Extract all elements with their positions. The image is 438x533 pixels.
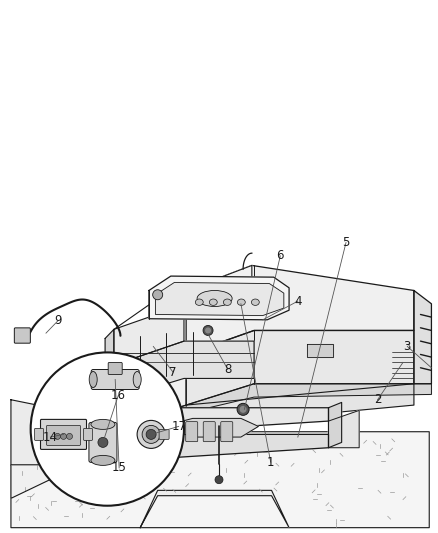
Circle shape	[60, 433, 67, 439]
FancyBboxPatch shape	[40, 419, 87, 449]
Polygon shape	[74, 421, 85, 464]
Circle shape	[137, 421, 165, 448]
Ellipse shape	[237, 299, 245, 305]
Ellipse shape	[89, 372, 97, 387]
FancyBboxPatch shape	[14, 328, 30, 343]
Ellipse shape	[91, 419, 115, 430]
Text: 8: 8	[224, 363, 231, 376]
Polygon shape	[35, 389, 85, 442]
Polygon shape	[48, 418, 59, 473]
Ellipse shape	[91, 455, 115, 465]
Text: 9: 9	[54, 314, 62, 327]
Circle shape	[153, 290, 162, 300]
Polygon shape	[162, 418, 258, 437]
Polygon shape	[11, 432, 429, 528]
FancyBboxPatch shape	[168, 422, 180, 442]
Text: 17: 17	[171, 420, 186, 433]
Circle shape	[54, 433, 60, 439]
Text: 14: 14	[43, 431, 58, 443]
Text: 1: 1	[267, 456, 275, 469]
Circle shape	[31, 352, 184, 506]
Text: 7: 7	[169, 366, 177, 378]
FancyBboxPatch shape	[35, 429, 43, 440]
FancyBboxPatch shape	[84, 429, 92, 440]
Ellipse shape	[251, 299, 259, 305]
Polygon shape	[186, 265, 414, 354]
Polygon shape	[114, 305, 184, 365]
Polygon shape	[328, 410, 359, 448]
Circle shape	[142, 425, 160, 443]
Text: 3: 3	[404, 340, 411, 353]
Polygon shape	[105, 329, 114, 408]
Circle shape	[146, 430, 156, 439]
Circle shape	[237, 403, 249, 415]
Circle shape	[215, 475, 223, 484]
Text: 4: 4	[294, 295, 302, 308]
Polygon shape	[186, 265, 252, 317]
Polygon shape	[85, 434, 328, 461]
Circle shape	[203, 326, 213, 335]
Polygon shape	[414, 290, 431, 384]
FancyBboxPatch shape	[46, 425, 81, 446]
Polygon shape	[307, 344, 333, 357]
FancyBboxPatch shape	[89, 422, 117, 463]
Polygon shape	[11, 400, 42, 465]
FancyBboxPatch shape	[159, 430, 169, 439]
Circle shape	[67, 433, 73, 439]
Ellipse shape	[209, 299, 217, 305]
FancyBboxPatch shape	[186, 422, 198, 442]
Polygon shape	[186, 330, 414, 405]
Polygon shape	[155, 282, 284, 316]
Polygon shape	[328, 402, 342, 448]
Polygon shape	[149, 276, 289, 320]
FancyBboxPatch shape	[221, 422, 233, 442]
Circle shape	[240, 406, 247, 413]
Polygon shape	[59, 410, 85, 442]
FancyBboxPatch shape	[108, 362, 122, 375]
Polygon shape	[11, 432, 81, 498]
FancyBboxPatch shape	[91, 369, 139, 390]
Text: 2: 2	[374, 393, 381, 406]
Polygon shape	[59, 434, 85, 466]
Text: 5: 5	[343, 236, 350, 249]
Circle shape	[98, 438, 108, 447]
Ellipse shape	[195, 299, 203, 305]
Ellipse shape	[223, 299, 231, 305]
Polygon shape	[186, 384, 431, 413]
Polygon shape	[85, 408, 328, 434]
Circle shape	[205, 327, 211, 334]
Polygon shape	[131, 384, 414, 443]
Polygon shape	[114, 341, 254, 400]
Ellipse shape	[133, 372, 141, 387]
FancyBboxPatch shape	[203, 422, 215, 442]
Polygon shape	[131, 354, 186, 423]
Ellipse shape	[197, 290, 232, 306]
Text: 6: 6	[276, 249, 284, 262]
Polygon shape	[120, 373, 131, 450]
Polygon shape	[140, 490, 289, 528]
Text: 15: 15	[112, 462, 127, 474]
Text: 16: 16	[111, 389, 126, 402]
